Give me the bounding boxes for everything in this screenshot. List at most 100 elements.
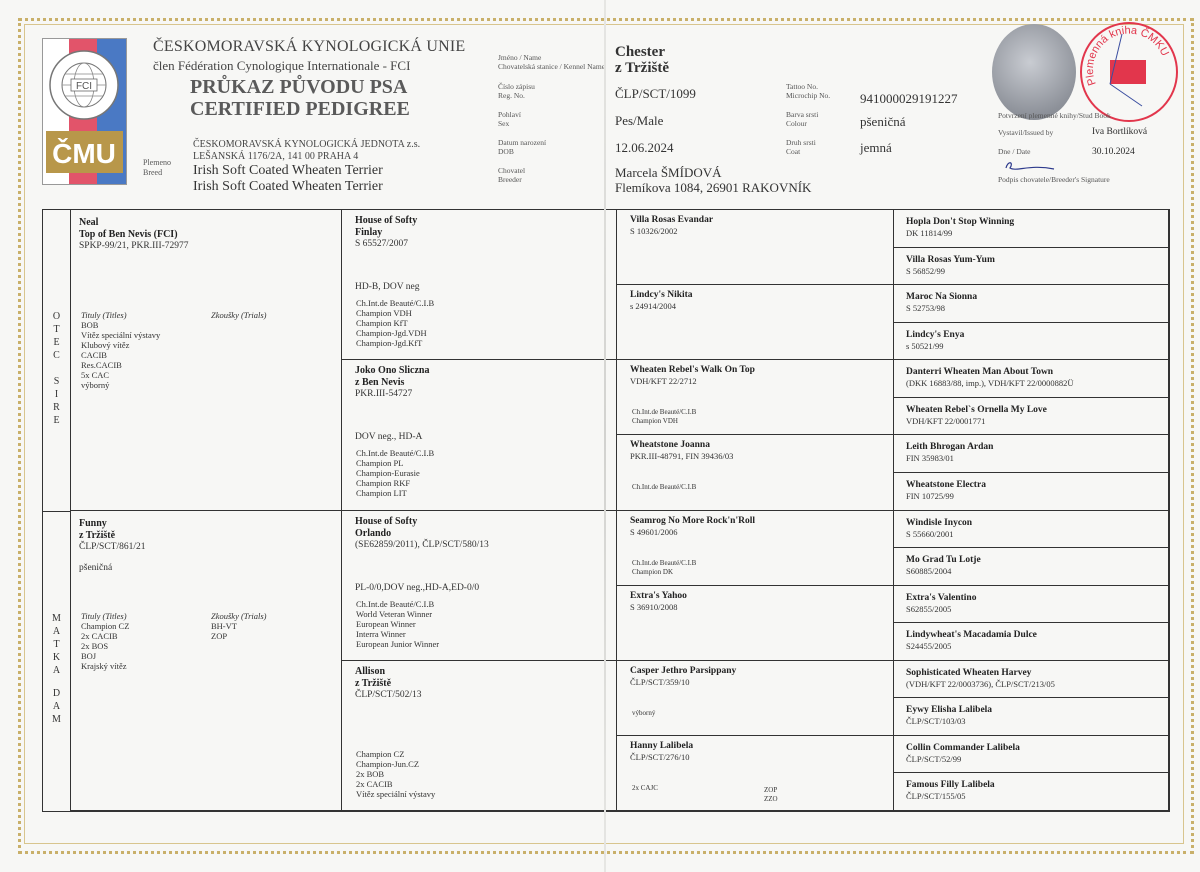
title-item: 2x BOB [356,768,385,779]
titles-list: výborný [632,709,655,718]
ancestor-reg: S62855/2005 [906,603,952,614]
ancestor-info: Wheaten Rebel's Walk On Top VDH/KFT 22/27… [630,364,755,387]
ancestor-reg: S 65527/2007 [355,239,409,249]
breeder-name: Marcela ŠMÍDOVÁ [615,165,722,180]
title-item: výborný [632,708,656,717]
logo-fci-text: FCI [76,81,92,92]
ancestor-reg: FIN 10725/99 [906,490,954,501]
great-great-grandparent-cell: Hopla Don't Stop Winning DK 11814/99 [894,210,1169,248]
ancestor-info: Sophisticated Wheaten Harvey (VDH/KFT 22/… [906,668,1055,690]
ancestor-info: Eywy Elisha Lalibela ČLP/SCT/103/03 [906,705,992,727]
ancestor-info: Extra's Yahoo S 36910/2008 [630,590,687,613]
jednota-name: ČESKOMORAVSKÁ KYNOLOGICKÁ JEDNOTA z.s. [193,139,421,150]
grandparent-cell: Joko Ono Sliczna z Ben Nevis PKR.III-54727… [342,360,617,511]
breeder-label-en: Breeder [498,175,522,184]
chip-number: 941000029191227 [860,91,958,106]
ancestor-reg: ČLP/SCT/155/05 [906,791,966,802]
great-great-grandparent-cell: Eywy Elisha Lalibela ČLP/SCT/103/03 [894,698,1169,736]
ancestor-name: Windisle Inycon [906,517,973,528]
ancestor-reg: (SE62859/2011), ČLP/SCT/580/13 [355,539,489,550]
title-item: Klubový vítěz [81,340,130,350]
title-item: 2x BOS [81,640,109,651]
ancestor-info: Neal Top of Ben Nevis (FCI) SPKP-99/21, PK… [79,217,189,252]
trial-item: BH-VT [211,620,237,631]
ancestor-name: z Ben Nevis [355,377,405,389]
great-great-grandparent-cell: Wheatstone Electra FIN 10725/99 [894,472,1169,511]
ancestor-name: Lindcy's Enya [906,329,965,340]
side-letter: A [52,665,61,676]
ancestor-name: Wheaten Rebel`s Ornella My Love [906,404,1047,415]
ancestor-info: Famous Filly Lalibela ČLP/SCT/155/05 [906,780,995,802]
issued-by-label: Vystavil/Issued by [998,128,1054,137]
ancestor-name: Lindcy's Nikita [630,290,693,301]
ancestor-reg: SPKP-99/21, PKR.III-72977 [79,241,189,251]
title-item: Champion VDH [632,417,678,426]
trials-label: Zkoušky (Trials) [211,610,267,621]
sex-label: Pohlaví Sex [498,110,521,128]
side-letter: S [53,376,60,387]
title-item: Champion-Jun.CZ [356,758,420,769]
ancestor-reg: S 55660/2001 [906,528,954,539]
trial-item: ZOP [211,630,228,641]
ancestor-info: Extra's Valentino S62855/2005 [906,593,976,615]
ancestor-name: Eywy Elisha Lalibela [906,705,993,716]
coat-label-cz: Druh srsti [786,138,816,147]
ancestor-reg: S 36910/2008 [630,601,678,612]
side-letter: C [53,350,60,361]
ancestor-reg: ČLP/SCT/276/10 [630,751,690,762]
title-item: BOJ [81,650,97,661]
grandparent-cell: House of Softy Finlay S 65527/2007 HD-B, DO… [342,210,617,361]
title-item: Vítěz speciální výstavy [356,788,436,799]
ancestor-reg: ČLP/SCT/502/13 [355,689,422,700]
ancestor-reg: S60885/2004 [906,566,952,577]
ancestor-info: Lindcy's Enya s 50521/99 [906,330,964,352]
ancestor-name: Neal [79,217,99,228]
ancestor-reg: S 10326/2002 [630,226,678,236]
great-great-grandparent-cell: Lindywheat's Macadamia Dulce S24455/2005 [894,623,1169,661]
dam-cell: Funny z Tržiště ČLP/SCT/861/21 pšeničná Titu… [71,510,342,811]
ancestor-reg: S24455/2005 [906,641,952,652]
dob-label-cz: Datum narození [498,138,547,147]
great-grandparent-cell: Villa Rosas Evandar S 10326/2002 [617,210,894,286]
ancestor-reg: FIN 35983/01 [906,453,954,464]
titles-list: Ch.Int.de Beauté/C.I.B Champion DK [632,559,696,577]
titles-list: Ch.Int.de Beauté/C.I.B Champion VDH [632,408,696,426]
sire-cell: Neal Top of Ben Nevis (FCI) SPKP-99/21, PK… [71,210,342,511]
ancestor-name: Mo Grad Tu Lotje [906,555,981,566]
dog-coat: jemná [860,140,892,155]
ancestor-name: House of Softy [355,515,418,527]
ancestor-name: Finlay [355,227,383,238]
ancestor-reg: PKR.III-54727 [355,389,413,400]
side-letter: O [52,311,61,322]
titles-list: Tituly (Titles) BOB Vítěz speciální výstav… [81,310,160,390]
breed-line-2: Irish Soft Coated Wheaten Terrier [193,179,383,194]
title-item: Champion-Jgd.VDH [356,328,427,338]
ancestor-reg: S 49601/2006 [630,526,678,537]
dog-sex: Pes/Male [615,113,664,128]
ancestor-info: Villa Rosas Yum-Yum S 56852/99 [906,255,995,277]
breeder-address: Flemíkova 1084, 26901 RAKOVNÍK [615,180,812,195]
ancestor-name: Danterri Wheaten Man About Town [906,367,1054,378]
issued-by: Iva Bortlíková [1092,127,1148,137]
ancestor-name: z Tržiště [355,677,392,689]
ancestor-reg: S 56852/99 [906,265,945,276]
ancestor-info: Wheatstone Electra FIN 10725/99 [906,480,986,502]
title-item: 5x CAC [81,370,110,380]
title-item: Interra Winner [356,628,406,639]
title-item: Champion DK [632,567,674,576]
dog-kennel-text: z Tržiště [615,60,670,76]
title-item: Champion CZ [81,620,130,631]
breed-label-cz: Plemeno [143,158,171,167]
ancestor-reg: ČLP/SCT/861/21 [79,541,146,552]
ancestor-info: Lindywheat's Macadamia Dulce S24455/2005 [906,630,1037,652]
fci-cmku-logo: FCI ČMU [42,38,127,185]
great-great-grandparent-cell: Lindcy's Enya s 50521/99 [894,322,1169,361]
titles-list: Champion CZ Champion-Jun.CZ 2x BOB 2x CACIB… [356,749,435,799]
ancestor-name: Leith Bhrogan Ardan [906,442,994,453]
ancestor-name: Villa Rosas Yum-Yum [906,254,995,265]
ancestor-info: Casper Jethro Parsippany ČLP/SCT/359/10 [630,665,736,688]
org-name: ČESKOMORAVSKÁ KYNOLOGICKÁ UNIE [153,38,466,55]
